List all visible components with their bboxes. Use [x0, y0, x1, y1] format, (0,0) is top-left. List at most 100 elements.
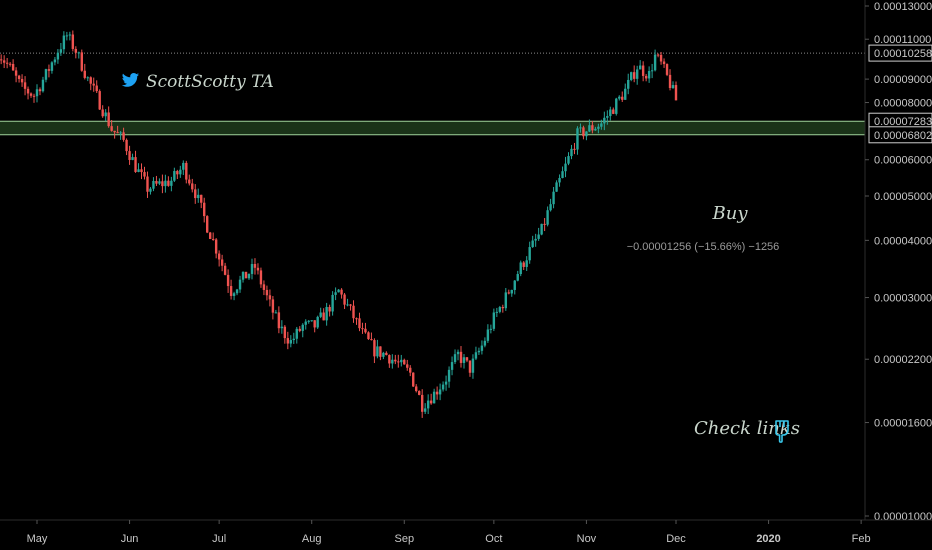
candle	[179, 165, 182, 178]
candle	[200, 194, 203, 209]
candle	[603, 111, 606, 131]
candle	[555, 180, 558, 192]
price-tick-label: 0.00001000	[874, 511, 932, 523]
candle	[68, 31, 72, 41]
candle	[573, 142, 576, 155]
price-tick-label: 0.00013000	[874, 1, 932, 13]
candle	[349, 304, 352, 311]
price-marker-label: 0.00007283	[874, 116, 932, 128]
candle	[358, 312, 361, 332]
candle	[618, 95, 621, 101]
candle	[280, 320, 284, 334]
candle	[110, 120, 113, 132]
candle	[208, 231, 212, 240]
candle	[453, 349, 457, 365]
candle	[665, 63, 669, 77]
candle	[185, 160, 188, 184]
candle	[624, 83, 627, 100]
candle	[492, 308, 496, 332]
candle	[501, 304, 505, 313]
candle	[588, 119, 591, 133]
time-axis-ticks: May Jun Jul Aug Sep Oct Nov Dec 2020 Feb	[27, 520, 871, 545]
candle	[244, 271, 248, 279]
price-markers: 0.00010258 0.00007283 0.00006802	[868, 44, 932, 144]
candle	[104, 109, 107, 122]
check-links-annotation[interactable]: Check links	[694, 418, 800, 443]
time-tick-label: Dec	[666, 533, 686, 545]
candle	[304, 319, 307, 330]
candle	[71, 30, 75, 52]
time-tick-label: May	[27, 533, 48, 545]
price-axis-ticks: 0.00013000 0.00011000 0.00009000 0.00008000…	[865, 1, 932, 523]
candle	[301, 323, 304, 338]
candle	[659, 51, 663, 65]
candle	[116, 125, 119, 134]
candle	[641, 61, 645, 82]
pointing-down-hand-icon	[775, 420, 789, 443]
candle	[432, 388, 436, 404]
candle	[576, 126, 579, 155]
candle	[56, 49, 60, 64]
candle	[528, 241, 531, 264]
candle	[468, 360, 472, 377]
candle	[310, 320, 313, 322]
candle	[5, 58, 9, 69]
candle	[235, 288, 239, 296]
candle	[474, 346, 478, 361]
check-links-label: Check links	[694, 418, 800, 439]
price-tick-label: 0.00011000	[874, 34, 931, 46]
candle	[107, 106, 110, 128]
candle	[621, 91, 624, 102]
candle	[316, 315, 319, 329]
candle	[394, 354, 397, 365]
candle	[510, 289, 513, 297]
candle	[286, 331, 290, 350]
candle	[86, 76, 89, 82]
candle	[391, 354, 394, 369]
candle	[591, 120, 594, 134]
candle	[101, 105, 104, 118]
candle	[0, 54, 3, 65]
candle	[674, 81, 678, 101]
candle	[77, 51, 81, 59]
candle	[197, 188, 200, 203]
price-tick-label: 0.00003000	[874, 293, 932, 305]
candle	[444, 375, 448, 391]
price-tick-label: 0.00005000	[874, 191, 932, 203]
candle	[480, 340, 484, 355]
candle	[203, 197, 206, 223]
price-marker-label: 0.00006802	[874, 130, 932, 142]
candle	[92, 77, 95, 92]
candle	[95, 80, 98, 94]
candle	[83, 63, 86, 80]
candle	[74, 46, 78, 59]
candle	[606, 110, 609, 125]
candle	[143, 166, 146, 180]
price-tick-label: 0.00004000	[874, 235, 932, 247]
candle	[319, 307, 322, 319]
candle	[295, 326, 298, 344]
candle	[23, 76, 27, 96]
candles	[0, 30, 678, 418]
candle	[250, 258, 254, 280]
candle	[298, 326, 301, 333]
candle	[188, 174, 191, 186]
candle	[647, 66, 651, 83]
candle	[253, 258, 257, 275]
candle	[355, 317, 358, 325]
price-marker-box	[868, 44, 932, 62]
candle	[388, 354, 391, 368]
candle	[397, 354, 400, 368]
candle	[44, 68, 48, 83]
candle	[567, 152, 570, 166]
candle	[525, 256, 528, 272]
candle	[540, 223, 543, 236]
candle	[134, 150, 137, 173]
candle	[80, 49, 83, 72]
candle	[447, 366, 451, 388]
candle	[385, 351, 388, 356]
candle	[167, 176, 170, 187]
candle	[307, 320, 310, 324]
